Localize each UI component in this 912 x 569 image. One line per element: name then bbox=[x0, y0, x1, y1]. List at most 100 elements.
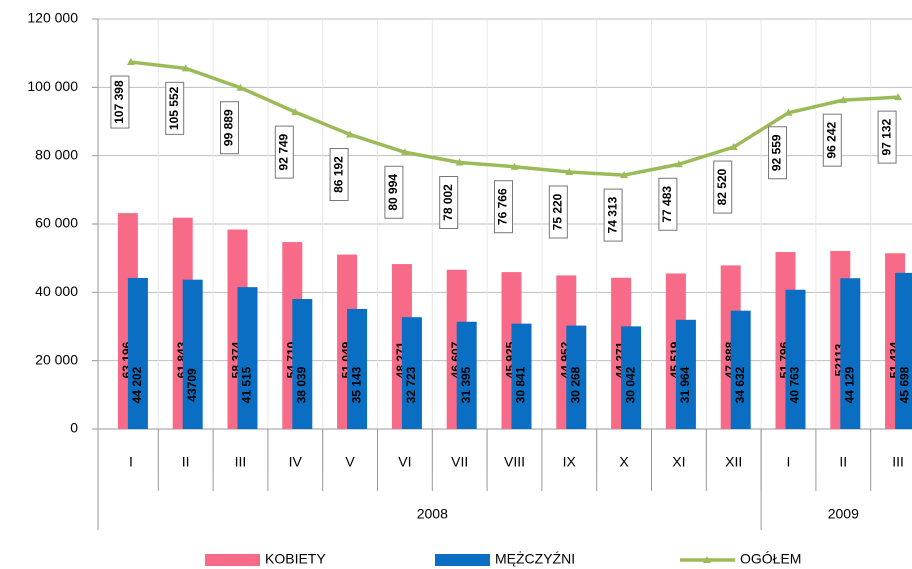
bar bbox=[456, 321, 477, 429]
x-tick-label: IX bbox=[563, 454, 577, 470]
line-marker bbox=[510, 162, 519, 170]
value-label: 30 042 bbox=[623, 366, 637, 403]
x-tick-label: VI bbox=[398, 454, 411, 470]
value-label: 31 395 bbox=[459, 366, 473, 403]
bar bbox=[292, 299, 313, 429]
value-label-box bbox=[329, 148, 349, 202]
bar bbox=[182, 279, 203, 429]
value-label-box bbox=[220, 101, 239, 155]
y-tick-label: 40 000 bbox=[35, 283, 78, 299]
line-marker bbox=[729, 143, 738, 151]
value-label-box bbox=[548, 185, 568, 239]
line-marker bbox=[346, 130, 355, 138]
line-marker bbox=[565, 167, 574, 175]
value-label: 96 242 bbox=[824, 121, 838, 158]
legend-marker bbox=[703, 556, 711, 563]
value-label: 97 132 bbox=[879, 118, 893, 155]
value-label: 92 749 bbox=[276, 133, 290, 170]
y-tick-label: 60 000 bbox=[35, 215, 78, 231]
value-label: 77 483 bbox=[660, 186, 674, 223]
x-tick-label: I bbox=[129, 454, 133, 470]
value-label: 35 143 bbox=[349, 366, 363, 403]
value-label: 105 552 bbox=[167, 86, 181, 130]
value-label-box bbox=[494, 180, 513, 234]
x-group-label: 2009 bbox=[828, 506, 859, 522]
x-tick-label: II bbox=[182, 454, 190, 470]
value-label-box bbox=[713, 160, 733, 214]
value-label-box bbox=[384, 165, 404, 219]
value-label: 86 192 bbox=[331, 156, 345, 193]
value-label-box bbox=[877, 110, 897, 164]
line-marker bbox=[620, 171, 629, 179]
line-marker bbox=[455, 158, 464, 166]
value-label: 74 313 bbox=[605, 196, 619, 233]
x-tick-label: XII bbox=[725, 454, 742, 470]
value-label: 80 994 bbox=[386, 174, 400, 211]
value-label-box bbox=[274, 125, 294, 179]
bar bbox=[401, 317, 422, 429]
value-label-box bbox=[768, 126, 787, 180]
value-label: 30 268 bbox=[568, 366, 582, 403]
x-tick-label: VII bbox=[451, 454, 468, 470]
x-tick-label: VIII bbox=[504, 454, 525, 470]
value-label: 34 632 bbox=[733, 366, 747, 403]
value-label-box bbox=[110, 75, 130, 129]
value-label: 99 889 bbox=[222, 109, 236, 146]
line-marker bbox=[236, 83, 245, 91]
y-tick-label: 100 000 bbox=[27, 78, 78, 94]
value-label: 43709 bbox=[185, 368, 199, 402]
value-label: 107 398 bbox=[112, 80, 126, 124]
line-marker bbox=[674, 160, 683, 168]
value-label: 44 202 bbox=[130, 366, 144, 403]
x-tick-label: IV bbox=[289, 454, 303, 470]
value-label: 41 515 bbox=[240, 366, 254, 403]
legend-swatch bbox=[205, 554, 260, 566]
bar bbox=[347, 308, 368, 429]
x-tick-label: XI bbox=[672, 454, 685, 470]
line-marker bbox=[400, 148, 409, 156]
legend-label: MĘŻCZYŹNI bbox=[495, 550, 575, 567]
x-tick-label: III bbox=[892, 454, 904, 470]
x-tick-label: V bbox=[345, 454, 355, 470]
line-marker bbox=[894, 93, 903, 101]
value-label: 82 520 bbox=[715, 168, 729, 205]
line-marker bbox=[181, 64, 190, 72]
value-label-box bbox=[658, 177, 678, 231]
bar bbox=[237, 287, 258, 429]
x-tick-label: I bbox=[787, 454, 791, 470]
bar bbox=[566, 325, 587, 429]
value-label: 76 766 bbox=[496, 188, 510, 225]
value-label-box bbox=[439, 175, 459, 229]
line-marker bbox=[126, 58, 135, 66]
value-label: 30 841 bbox=[514, 366, 528, 403]
bar bbox=[840, 278, 861, 429]
line-marker bbox=[784, 108, 793, 116]
bar bbox=[675, 319, 696, 429]
x-tick-label: III bbox=[235, 454, 247, 470]
value-label-box bbox=[822, 113, 842, 167]
value-label: 78 002 bbox=[441, 184, 455, 221]
x-tick-label: X bbox=[619, 454, 629, 470]
value-label: 40 763 bbox=[788, 366, 802, 403]
legend-label: KOBIETY bbox=[265, 551, 326, 567]
value-label: 75 220 bbox=[550, 193, 564, 230]
legend-swatch bbox=[435, 554, 490, 566]
value-label: 45 698 bbox=[897, 366, 911, 403]
y-tick-label: 120 000 bbox=[27, 10, 78, 26]
value-label: 32 723 bbox=[404, 366, 418, 403]
value-label-box bbox=[165, 81, 185, 135]
bar bbox=[785, 289, 806, 429]
y-tick-label: 80 000 bbox=[35, 146, 78, 162]
value-label-box bbox=[603, 188, 623, 242]
value-label: 38 039 bbox=[294, 366, 308, 403]
legend-label: OGÓŁEM bbox=[740, 551, 801, 567]
bar bbox=[511, 323, 532, 429]
bar bbox=[730, 310, 751, 429]
line-marker bbox=[291, 108, 300, 116]
x-tick-label: II bbox=[839, 454, 847, 470]
bar bbox=[895, 272, 912, 429]
x-group-label: 2008 bbox=[417, 506, 448, 522]
bar bbox=[127, 277, 148, 429]
line-marker bbox=[839, 96, 848, 104]
